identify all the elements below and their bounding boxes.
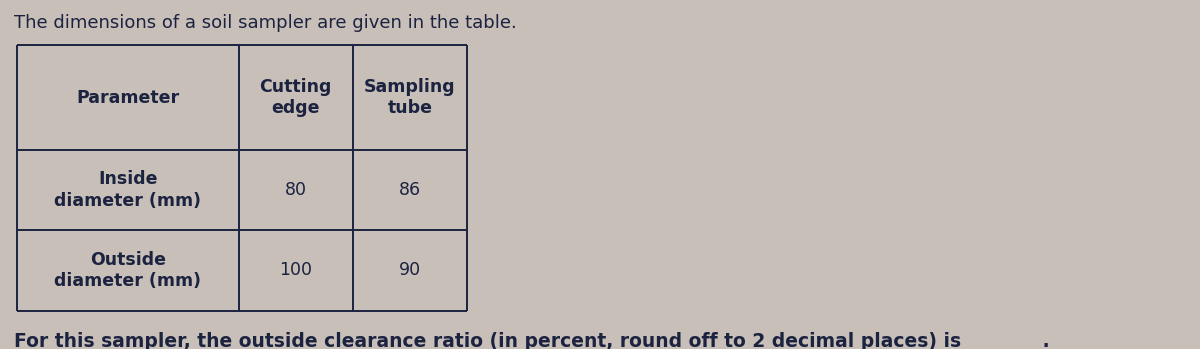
Text: For this sampler, the outside clearance ratio (in percent, round off to 2 decima: For this sampler, the outside clearance …	[14, 332, 1050, 349]
Text: Sampling
tube: Sampling tube	[364, 78, 456, 118]
Text: Outside
diameter (mm): Outside diameter (mm)	[54, 251, 202, 290]
Text: The dimensions of a soil sampler are given in the table.: The dimensions of a soil sampler are giv…	[14, 14, 517, 32]
Text: 100: 100	[280, 261, 312, 280]
Text: Cutting
edge: Cutting edge	[259, 78, 332, 118]
Text: Parameter: Parameter	[77, 89, 179, 107]
Text: 80: 80	[284, 181, 307, 199]
Text: Inside
diameter (mm): Inside diameter (mm)	[54, 170, 202, 210]
Text: 86: 86	[398, 181, 421, 199]
Text: 90: 90	[398, 261, 421, 280]
